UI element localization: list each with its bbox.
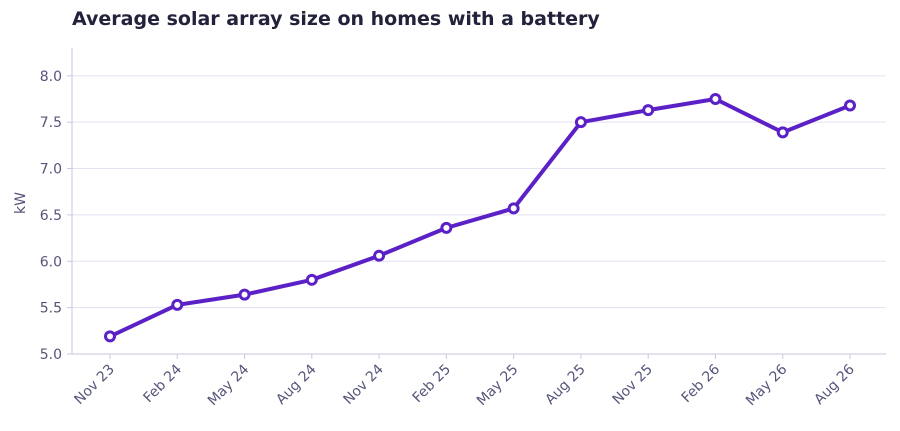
gridlines xyxy=(67,75,886,355)
data-point xyxy=(373,249,386,262)
x-tick-label: Aug 25 xyxy=(542,362,588,408)
data-point xyxy=(709,93,722,105)
y-tick-label: 7.5 xyxy=(40,115,62,131)
data-point xyxy=(776,126,789,139)
data-point xyxy=(507,202,520,215)
x-tick-label: Nov 23 xyxy=(71,362,117,408)
y-tick-labels: 5.0 5.5 6.0 6.5 7.0 7.5 8.0 xyxy=(40,69,62,363)
x-tick-label: Aug 26 xyxy=(811,361,857,407)
x-tick-label: Nov 25 xyxy=(610,362,656,408)
y-tick-label: 5.0 xyxy=(40,347,62,363)
data-point xyxy=(844,99,856,112)
data-point xyxy=(104,330,116,343)
y-axis-label: kW xyxy=(13,192,29,214)
x-tick-label: May 26 xyxy=(743,361,791,409)
series-group xyxy=(104,93,856,343)
y-tick-label: 6.0 xyxy=(40,254,62,270)
x-tick-label: Nov 24 xyxy=(341,361,387,407)
x-tick-label: Feb 25 xyxy=(410,362,455,407)
data-point xyxy=(440,221,453,234)
x-tick-label: Feb 26 xyxy=(679,361,724,406)
series-line xyxy=(108,97,852,339)
data-point xyxy=(238,288,251,301)
data-point xyxy=(574,116,587,129)
x-tick-label: Aug 24 xyxy=(273,361,319,407)
x-tick-label: May 25 xyxy=(474,362,522,410)
axes xyxy=(71,48,886,355)
x-tick-label: May 24 xyxy=(205,361,253,409)
y-tick-label: 8.0 xyxy=(40,69,62,85)
x-tick-label: Feb 24 xyxy=(141,361,186,406)
x-tick-labels: Nov 23 Feb 24 May 24 Aug 24 Nov 24 Feb 25 May … xyxy=(71,354,858,410)
data-point xyxy=(642,104,655,117)
y-tick-label: 6.5 xyxy=(40,208,62,224)
data-point xyxy=(305,273,318,286)
y-tick-label: 5.5 xyxy=(40,301,62,317)
y-tick-label: 7.0 xyxy=(40,162,62,178)
data-point xyxy=(171,298,184,311)
chart-title: Average solar array size on homes with a… xyxy=(72,8,600,30)
